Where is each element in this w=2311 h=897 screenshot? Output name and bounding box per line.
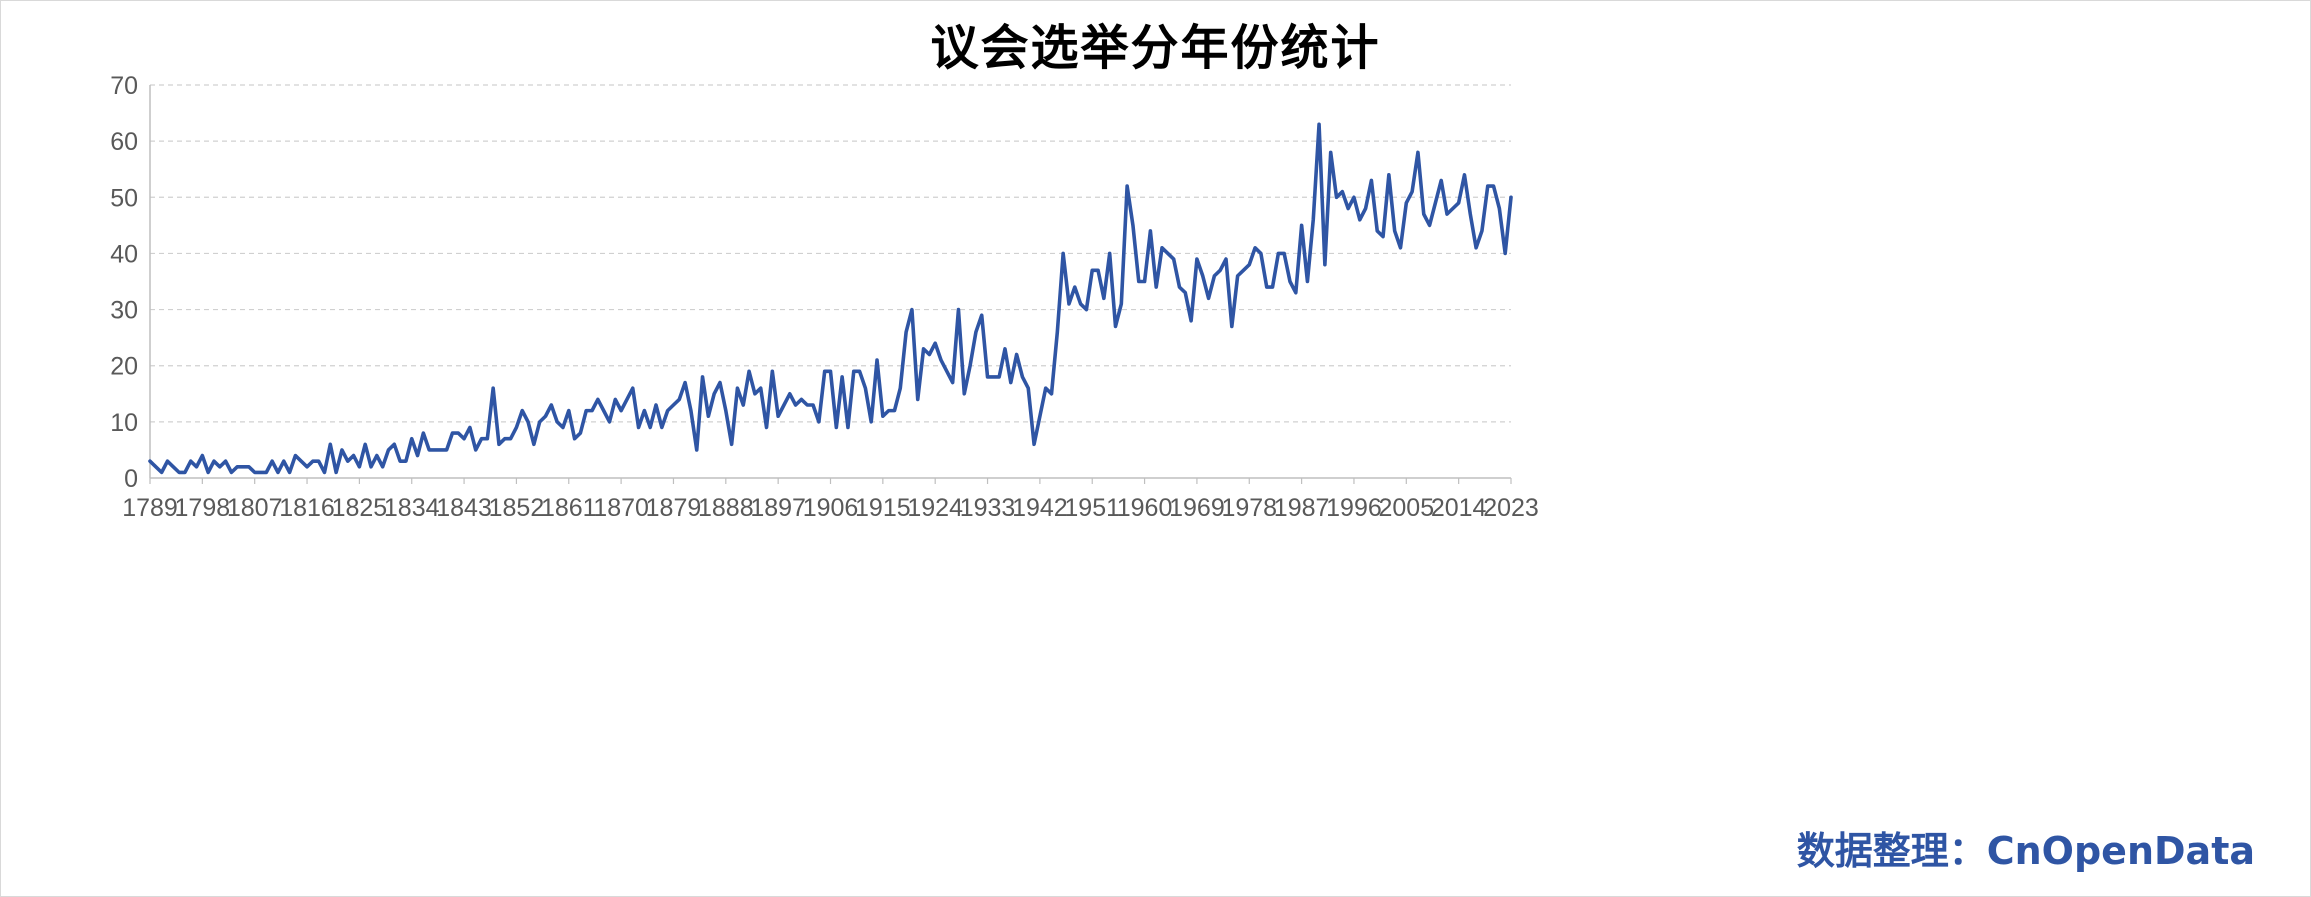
y-tick-label: 10 bbox=[110, 409, 138, 437]
chart-title: 议会选举分年份统计 bbox=[930, 20, 1381, 76]
x-tick-label: 1825 bbox=[332, 494, 388, 522]
x-tick-label: 1870 bbox=[593, 494, 649, 522]
y-tick-label: 0 bbox=[124, 465, 138, 493]
y-tick-label: 50 bbox=[110, 184, 138, 212]
series-layer bbox=[148, 122, 1513, 475]
axes bbox=[149, 85, 1512, 484]
x-tick-label: 1807 bbox=[227, 494, 283, 522]
data-source-note: 数据整理：CnOpenData bbox=[1796, 829, 2255, 873]
x-tick-label: 1933 bbox=[960, 494, 1016, 522]
y-tick-label: 20 bbox=[110, 353, 138, 381]
x-tick-label: 1834 bbox=[384, 494, 440, 522]
x-tick-label: 2005 bbox=[1378, 494, 1434, 522]
x-tick-label: 1798 bbox=[175, 494, 231, 522]
x-tick-label: 1915 bbox=[855, 494, 911, 522]
x-tick-label: 1897 bbox=[750, 494, 806, 522]
x-tick-label: 1852 bbox=[489, 494, 545, 522]
x-tick-label: 1879 bbox=[646, 494, 702, 522]
x-tick-label: 1861 bbox=[541, 494, 597, 522]
y-tick-labels: 0 10 20 30 40 50 60 70 bbox=[110, 72, 138, 493]
x-tick-label: 1942 bbox=[1012, 494, 1068, 522]
y-tick-label: 60 bbox=[110, 128, 138, 156]
x-tick-label: 1960 bbox=[1117, 494, 1173, 522]
x-tick-label: 1987 bbox=[1274, 494, 1330, 522]
y-tick-label: 70 bbox=[110, 72, 138, 100]
x-tick-label: 1888 bbox=[698, 494, 754, 522]
x-tick-label: 1816 bbox=[279, 494, 335, 522]
x-tick-label: 2014 bbox=[1431, 494, 1487, 522]
x-tick-labels: 1789179818071816182518341843185218611870… bbox=[122, 494, 1539, 522]
series-line bbox=[148, 122, 1513, 475]
x-tick-label: 1906 bbox=[803, 494, 859, 522]
x-tick-label: 1978 bbox=[1221, 494, 1277, 522]
x-tick-label: 1843 bbox=[436, 494, 492, 522]
x-tick-label: 1924 bbox=[907, 494, 963, 522]
x-tick-label: 1951 bbox=[1064, 494, 1120, 522]
x-tick-label: 2023 bbox=[1483, 494, 1539, 522]
y-tick-label: 40 bbox=[110, 240, 138, 268]
x-tick-label: 1996 bbox=[1326, 494, 1382, 522]
y-tick-label: 30 bbox=[110, 297, 138, 325]
x-tick-label: 1969 bbox=[1169, 494, 1225, 522]
x-tick-label: 1789 bbox=[122, 494, 178, 522]
